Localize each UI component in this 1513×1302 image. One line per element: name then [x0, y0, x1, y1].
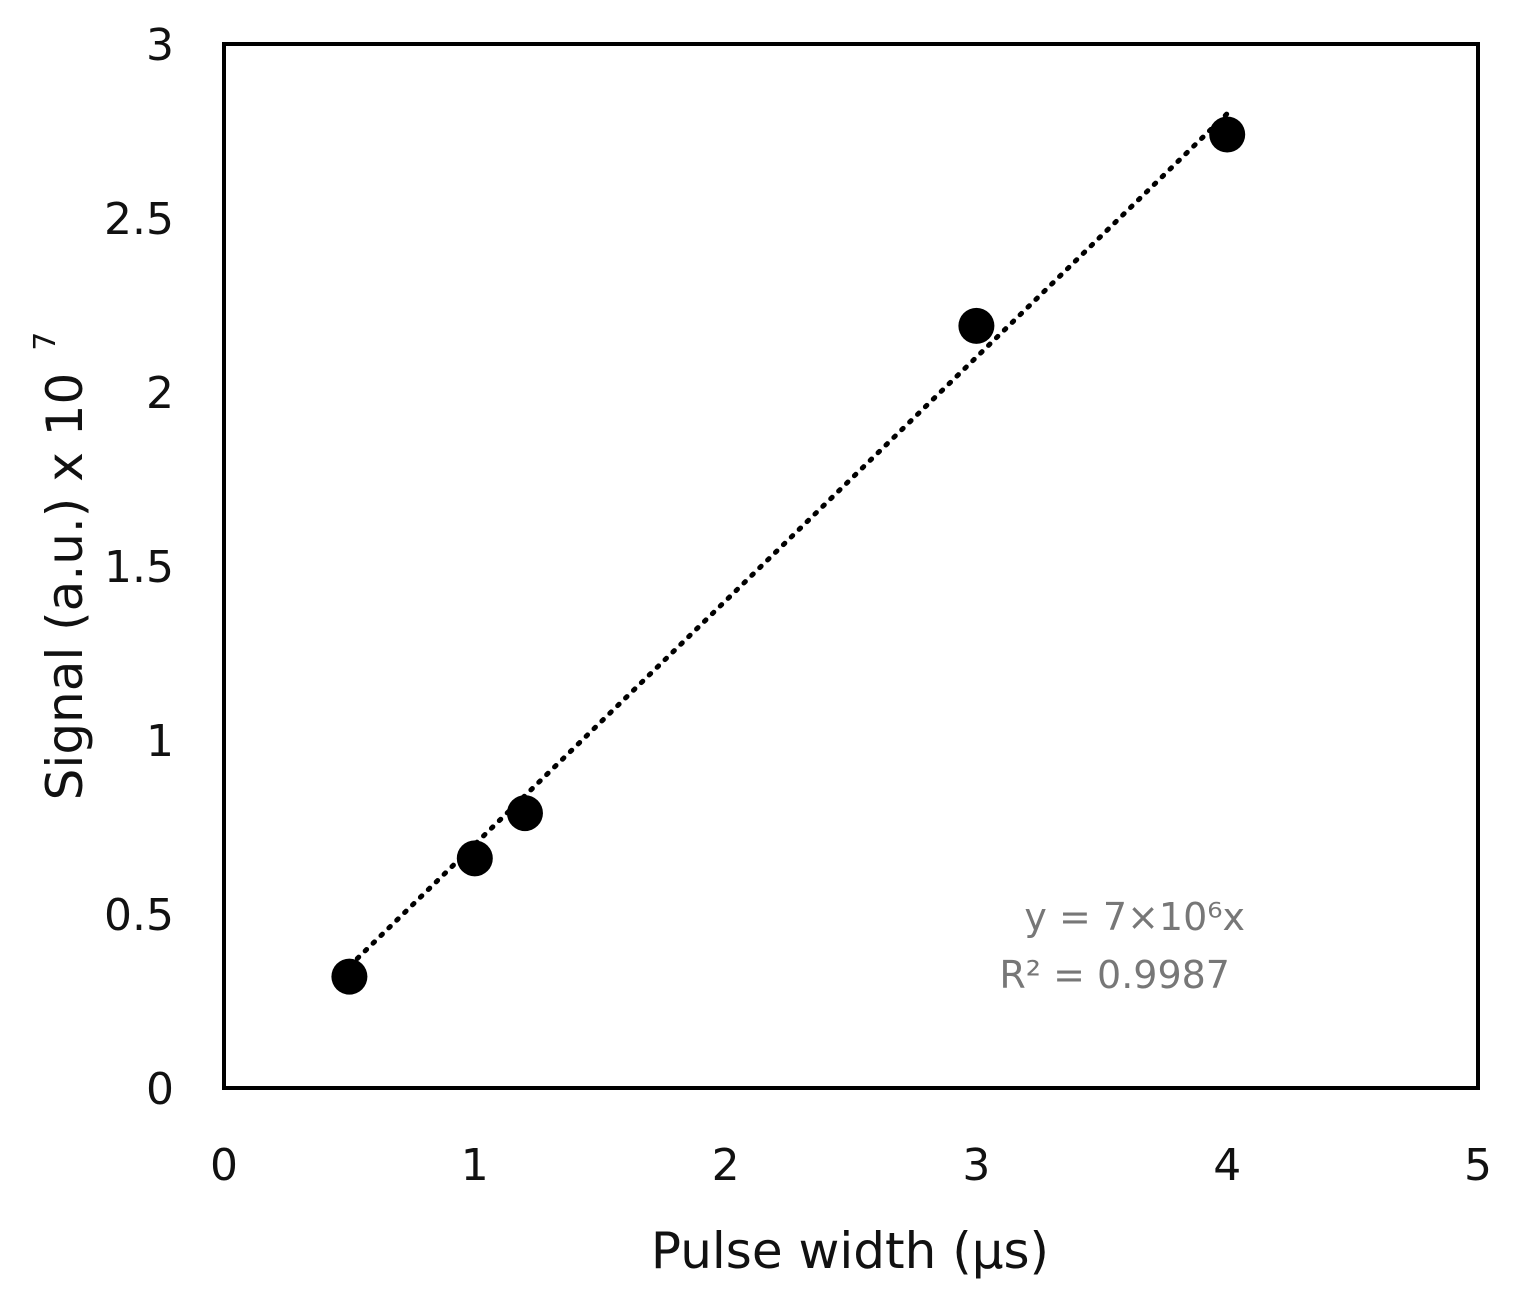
data-point	[1209, 116, 1246, 153]
y-tick-labels: 0 0.5 1 1.5 2 2.5 3	[104, 20, 174, 1115]
data-point	[331, 958, 368, 995]
x-tick-labels: 0 1 2 3 4 5	[210, 1140, 1492, 1191]
x-tick-label: 3	[962, 1140, 990, 1191]
x-tick-label: 2	[712, 1140, 740, 1191]
y-tick-label: 1	[146, 716, 174, 767]
x-tick-label: 4	[1213, 1140, 1241, 1191]
y-tick-label: 0	[146, 1064, 174, 1115]
r-squared-label: R² = 0.9987	[999, 953, 1230, 997]
plot-area-frame	[222, 42, 1480, 1090]
data-point	[506, 795, 543, 832]
trendline	[346, 111, 1230, 969]
x-tick-label: 5	[1464, 1140, 1492, 1191]
trendline-equation: y = 7×10⁶x	[1024, 895, 1245, 939]
x-tick-label: 1	[461, 1140, 489, 1191]
y-tick-label: 0.5	[104, 890, 174, 941]
data-points	[331, 116, 1246, 995]
y-tick-label: 2.5	[104, 194, 174, 245]
data-point	[456, 840, 493, 877]
x-tick-label: 0	[210, 1140, 238, 1191]
y-axis-title-exponent: 7	[28, 332, 63, 351]
y-tick-label: 2	[146, 368, 174, 419]
y-tick-label: 3	[146, 20, 174, 71]
y-tick-label: 1.5	[104, 542, 174, 593]
y-axis-title-group: Signal (a.u.) x 10 7	[28, 332, 94, 801]
y-axis-title: Signal (a.u.) x 10 7	[28, 332, 94, 801]
y-axis-title-text: Signal (a.u.) x 10	[36, 373, 94, 801]
data-point	[958, 307, 995, 344]
x-axis-title: Pulse width (µs)	[651, 1222, 1049, 1280]
